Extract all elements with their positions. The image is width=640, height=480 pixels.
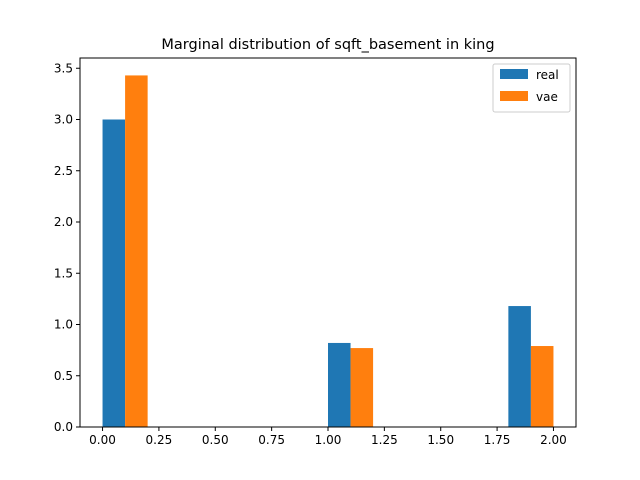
x-tick-label: 0.00 [89,433,116,447]
chart-title: Marginal distribution of sqft_basement i… [161,37,494,53]
x-tick-label: 0.75 [258,433,285,447]
legend-label-real: real [536,68,559,82]
x-tick-label: 2.00 [540,433,567,447]
y-tick-label: 3.5 [54,61,73,75]
x-tick-label: 1.50 [427,433,454,447]
plot-area [102,75,554,428]
y-tick-label: 0.0 [54,420,73,434]
legend-label-vae: vae [536,90,558,104]
bar-real-0 [102,119,126,427]
y-tick-label: 3.0 [54,113,73,127]
x-tick-label: 1.25 [371,433,398,447]
y-tick-label: 1.5 [54,266,73,280]
y-tick-label: 2.5 [54,164,73,178]
bar-vae-2 [530,346,554,427]
x-tick-label: 1.75 [484,433,511,447]
legend: real vae [492,63,571,113]
bar-real-2 [508,306,531,427]
legend-swatch-vae [500,91,528,101]
y-tick-label: 0.5 [54,369,73,383]
bar-vae-0 [125,75,148,428]
x-tick-label: 0.50 [202,433,229,447]
bar-vae-1 [350,348,374,427]
y-tick-label: 1.0 [54,318,73,332]
bar-real-1 [328,342,351,427]
x-tick-label: 0.25 [146,433,173,447]
x-tick-label: 1.00 [315,433,342,447]
axes: 0.00 0.25 0.50 0.75 1.00 1.25 1.50 1.75 2.00 0.0 0… [54,57,577,447]
y-tick-label: 2.0 [54,215,73,229]
legend-swatch-real [500,69,528,79]
